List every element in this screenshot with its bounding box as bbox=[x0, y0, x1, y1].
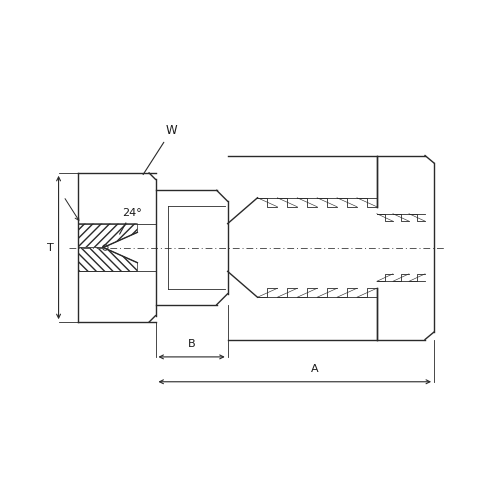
Text: B: B bbox=[188, 340, 196, 349]
Polygon shape bbox=[78, 224, 138, 248]
Polygon shape bbox=[78, 248, 138, 272]
Text: W: W bbox=[143, 124, 177, 174]
Text: 24°: 24° bbox=[120, 208, 142, 234]
Text: T: T bbox=[46, 242, 54, 252]
Text: A: A bbox=[311, 364, 318, 374]
